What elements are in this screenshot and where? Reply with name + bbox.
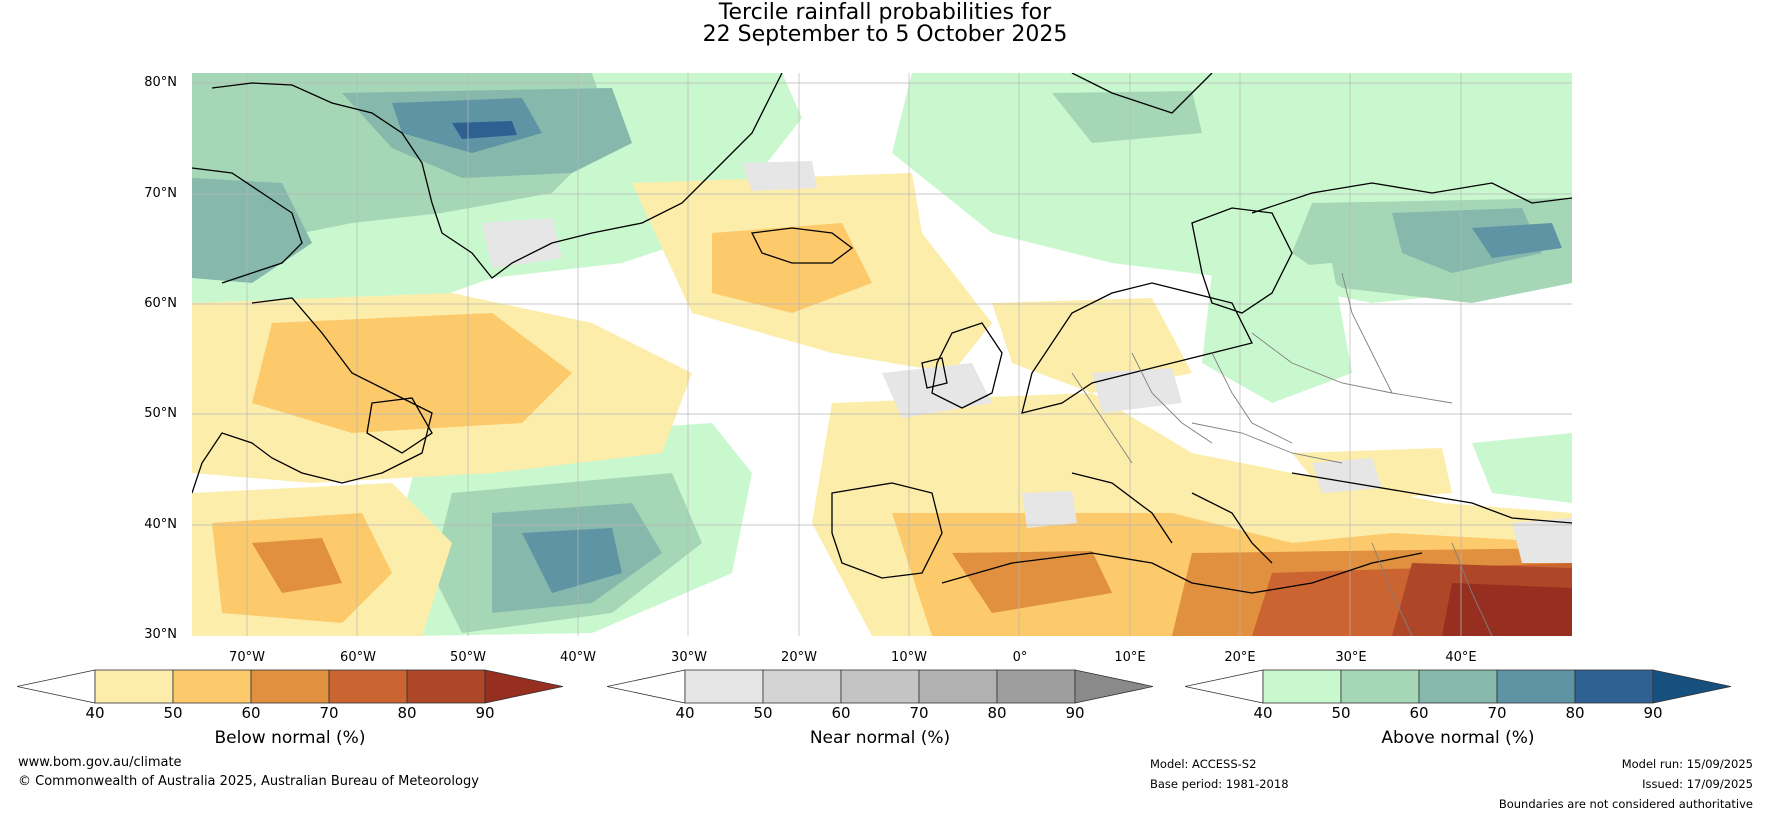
colorbar-above-segment — [1574, 669, 1654, 704]
coastlines — [192, 73, 1572, 594]
lon-label-30e: 30°E — [1335, 650, 1367, 665]
boundaries-disclaimer: Boundaries are not considered authoritat… — [1498, 797, 1753, 811]
colorbar-above-under-arrow — [1185, 669, 1264, 704]
colorbar-above-tick-label: 60 — [1409, 704, 1429, 722]
lon-label-30w: 30°W — [671, 650, 707, 665]
colorbar-below-label: Below normal (%) — [214, 728, 366, 748]
colorbar-near-tick-label: 40 — [675, 704, 695, 722]
colorbar-above-segment — [1418, 669, 1498, 704]
colorbar-above-segment — [1340, 669, 1420, 704]
colorbar-near-segment — [684, 669, 764, 704]
colorbar-near-under-arrow — [607, 669, 686, 704]
map-title-line1: Tercile rainfall probabilities for — [718, 0, 1052, 25]
colorbar-below — [17, 669, 563, 704]
lon-label-40e: 40°E — [1445, 650, 1477, 665]
website-url: www.bom.gov.au/climate — [18, 755, 182, 770]
lon-label-0: 0° — [1012, 650, 1028, 665]
colorbar-near-segment — [996, 669, 1076, 704]
colorbar-below-tick-label: 90 — [475, 704, 495, 722]
colorbar-near-segment — [840, 669, 920, 704]
lat-label-40n: 40°N — [144, 517, 177, 532]
colorbar-above-label: Above normal (%) — [1381, 728, 1535, 748]
lon-label-10w: 10°W — [891, 650, 927, 665]
colorbar-below-under-arrow — [17, 669, 96, 704]
colorbar-above — [1185, 669, 1731, 704]
lat-label-70n: 70°N — [144, 186, 177, 201]
lon-label-40w: 40°W — [560, 650, 596, 665]
colorbar-above-segment — [1262, 669, 1342, 704]
rainfall-probability-map — [192, 73, 1572, 636]
colorbar-near-tick-label: 70 — [909, 704, 929, 722]
colorbar-above-tick-label: 80 — [1565, 704, 1585, 722]
lat-label-80n: 80°N — [144, 75, 177, 90]
colorbar-near-segment — [762, 669, 842, 704]
lon-label-20e: 20°E — [1224, 650, 1256, 665]
lon-label-20w: 20°W — [781, 650, 817, 665]
colorbar-above-tick-label: 90 — [1643, 704, 1663, 722]
colorbar-above-over-arrow — [1652, 669, 1731, 704]
issued-date: Issued: 17/09/2025 — [1642, 777, 1753, 791]
colorbar-near-tick-label: 60 — [831, 704, 851, 722]
colorbar-below-over-arrow — [484, 669, 563, 704]
colorbar-below-tick-label: 50 — [163, 704, 183, 722]
lon-label-60w: 60°W — [340, 650, 376, 665]
lat-label-30n: 30°N — [144, 627, 177, 642]
colorbar-below-tick-label: 70 — [319, 704, 339, 722]
colorbar-below-segment — [250, 669, 330, 704]
colorbar-above-tick-label: 70 — [1487, 704, 1507, 722]
colorbar-below-tick-label: 60 — [241, 704, 261, 722]
model-name: Model: ACCESS-S2 — [1150, 757, 1257, 771]
colorbar-below-tick-label: 80 — [397, 704, 417, 722]
near-normal-regions — [482, 161, 1572, 563]
colorbar-below-segment — [94, 669, 174, 704]
lon-label-10e: 10°E — [1114, 650, 1146, 665]
colorbar-near-label: Near normal (%) — [809, 728, 951, 748]
colorbar-near-over-arrow — [1074, 669, 1153, 704]
above-normal-regions — [192, 73, 1572, 636]
colorbar-near — [607, 669, 1153, 704]
colorbar-near-tick-label: 50 — [753, 704, 773, 722]
colorbar-below-segment — [406, 669, 486, 704]
colorbar-below-segment — [328, 669, 408, 704]
colorbar-above-tick-label: 40 — [1253, 704, 1273, 722]
colorbar-below-segment — [172, 669, 252, 704]
base-period: Base period: 1981-2018 — [1150, 777, 1289, 791]
colorbar-near-tick-label: 90 — [1065, 704, 1085, 722]
lat-label-50n: 50°N — [144, 406, 177, 421]
colorbar-above-tick-label: 50 — [1331, 704, 1351, 722]
below-normal-regions — [192, 173, 1572, 636]
map-canvas — [192, 73, 1572, 636]
graticule — [192, 73, 1572, 636]
lon-label-70w: 70°W — [229, 650, 265, 665]
lat-label-60n: 60°N — [144, 296, 177, 311]
copyright-notice: © Commonwealth of Australia 2025, Austra… — [18, 774, 479, 789]
model-run-date: Model run: 15/09/2025 — [1621, 757, 1753, 771]
colorbar-below-tick-label: 40 — [85, 704, 105, 722]
map-title-line2: 22 September to 5 October 2025 — [702, 22, 1068, 47]
colorbar-near-segment — [918, 669, 998, 704]
country-borders — [1071, 272, 1493, 636]
colorbar-above-segment — [1496, 669, 1576, 704]
lon-label-50w: 50°W — [450, 650, 486, 665]
colorbar-near-tick-label: 80 — [987, 704, 1007, 722]
